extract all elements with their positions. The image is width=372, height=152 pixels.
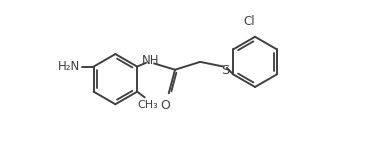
Text: O: O (161, 99, 170, 112)
Text: H₂N: H₂N (58, 60, 80, 73)
Text: CH₃: CH₃ (137, 100, 158, 111)
Text: NH: NH (142, 54, 160, 67)
Text: Cl: Cl (244, 15, 255, 28)
Text: S: S (221, 64, 230, 78)
